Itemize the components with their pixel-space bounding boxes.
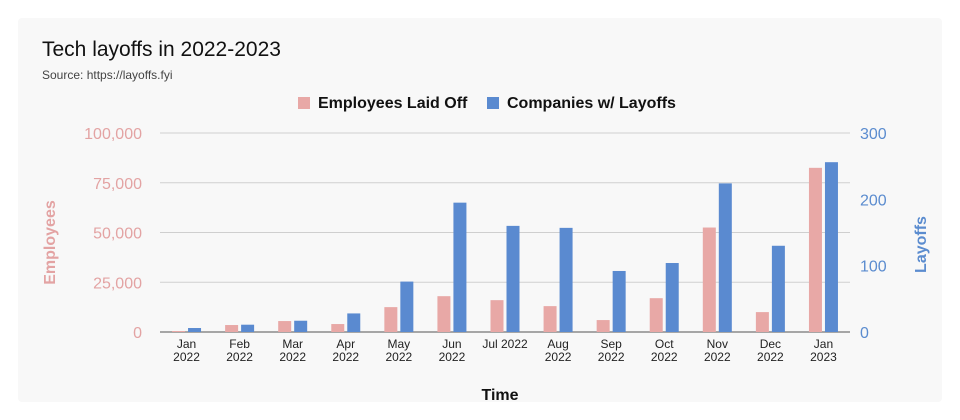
x-tick-label: Nov xyxy=(707,337,728,351)
legend-companies-with-layoffs-label: Companies w/ Layoffs xyxy=(507,95,676,112)
x-tick-label: 2022 xyxy=(545,350,572,364)
y2-tick-label: 100 xyxy=(860,259,887,276)
y-tick-label: 25,000 xyxy=(93,275,142,292)
y-tick-label: 50,000 xyxy=(93,226,142,243)
bar-employees-laid-off xyxy=(172,331,186,332)
x-tick-label: 2022 xyxy=(439,350,466,364)
x-tick-label: 2022 xyxy=(651,350,678,364)
x-tick-label: Feb xyxy=(229,337,250,351)
y-tick-label: 0 xyxy=(133,325,142,342)
legend-companies-with-layoffs-swatch xyxy=(487,97,499,109)
bar-employees-laid-off xyxy=(225,325,239,332)
x-tick-label: Jun xyxy=(442,337,461,351)
x-tick-label: 2022 xyxy=(598,350,625,364)
x-tick-label: 2022 xyxy=(757,350,784,364)
bar-employees-laid-off xyxy=(437,296,451,332)
bar-companies-with-layoffs xyxy=(294,320,308,332)
bar-employees-laid-off xyxy=(702,227,716,332)
x-tick-label: 2022 xyxy=(385,350,412,364)
bar-companies-with-layoffs xyxy=(347,313,361,332)
y-tick-label: 100,000 xyxy=(84,126,142,143)
x-tick-label: 2022 xyxy=(332,350,359,364)
bar-employees-laid-off xyxy=(384,307,398,332)
bar-companies-with-layoffs xyxy=(506,225,520,332)
x-tick-label: 2023 xyxy=(810,350,837,364)
x-tick-label: Jul 2022 xyxy=(482,337,528,351)
bar-employees-laid-off xyxy=(331,324,345,332)
y2-axis-title: Layoffs xyxy=(913,216,930,273)
x-tick-label: Aug xyxy=(547,337,568,351)
bar-employees-laid-off xyxy=(543,306,557,332)
x-axis-title: Time xyxy=(481,387,518,404)
x-tick-label: 2022 xyxy=(226,350,253,364)
bar-companies-with-layoffs xyxy=(771,245,785,332)
x-tick-label: Sep xyxy=(600,337,622,351)
bar-companies-with-layoffs xyxy=(718,183,732,332)
bar-companies-with-layoffs xyxy=(400,281,414,332)
x-tick-label: Mar xyxy=(282,337,303,351)
x-tick-label: May xyxy=(388,337,411,351)
x-tick-label: 2022 xyxy=(704,350,731,364)
y2-tick-label: 0 xyxy=(860,325,869,342)
bar-employees-laid-off xyxy=(649,298,663,332)
y2-tick-label: 300 xyxy=(860,126,887,143)
bar-companies-with-layoffs xyxy=(824,162,838,332)
x-tick-label: Dec xyxy=(760,337,781,351)
x-tick-label: Apr xyxy=(336,337,355,351)
x-tick-label: Jan xyxy=(177,337,196,351)
y2-tick-label: 200 xyxy=(860,192,887,209)
bar-employees-laid-off xyxy=(278,321,292,332)
bar-companies-with-layoffs xyxy=(612,270,626,332)
bar-employees-laid-off xyxy=(490,300,504,332)
bar-companies-with-layoffs xyxy=(665,263,679,332)
legend-employees-laid-off-swatch xyxy=(298,97,310,109)
bar-companies-with-layoffs xyxy=(559,227,573,332)
chart-subtitle: Source: https://layoffs.fyi xyxy=(42,68,173,82)
chart-card xyxy=(18,18,942,402)
bar-companies-with-layoffs xyxy=(241,324,255,332)
x-tick-label: 2022 xyxy=(279,350,306,364)
chart-title: Tech layoffs in 2022-2023 xyxy=(42,38,281,61)
y-axis-title: Employees xyxy=(42,200,59,285)
x-tick-label: Jan xyxy=(814,337,833,351)
y-tick-label: 75,000 xyxy=(93,176,142,193)
bar-companies-with-layoffs xyxy=(188,328,202,332)
bar-employees-laid-off xyxy=(808,167,822,332)
x-tick-label: 2022 xyxy=(173,350,200,364)
bar-employees-laid-off xyxy=(596,320,610,332)
legend-employees-laid-off-label: Employees Laid Off xyxy=(318,95,468,112)
bar-companies-with-layoffs xyxy=(453,202,467,332)
x-tick-label: Oct xyxy=(655,337,674,351)
bar-employees-laid-off xyxy=(755,312,769,332)
